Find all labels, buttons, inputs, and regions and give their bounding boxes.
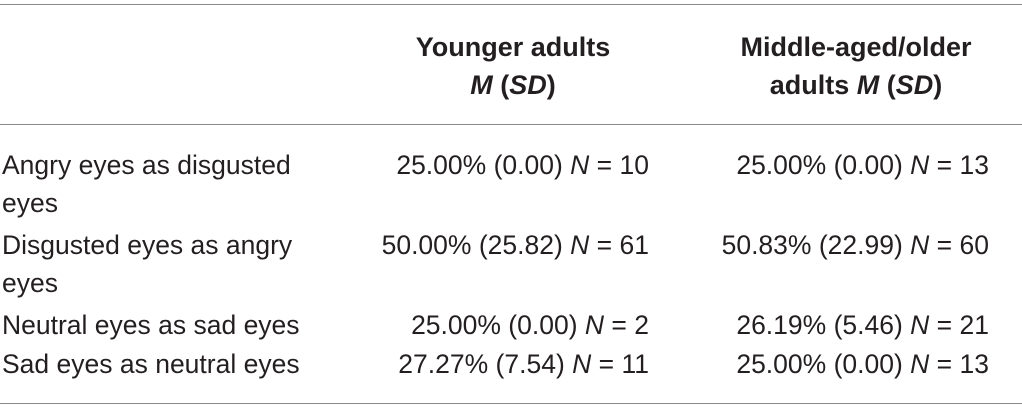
- n-symbol: N: [570, 230, 590, 260]
- n-symbol: N: [910, 310, 930, 340]
- n-symbol: N: [570, 150, 590, 180]
- n-symbol: N: [910, 349, 930, 379]
- close-paren: ): [546, 70, 556, 100]
- n-symbol: N: [910, 150, 930, 180]
- value-text: 25.00% (0.00): [396, 150, 571, 180]
- n-symbol: N: [910, 230, 930, 260]
- n-value: = 61: [589, 230, 649, 260]
- n-value: = 10: [589, 150, 649, 180]
- younger-adults-cell: 27.27% (7.54) N = 11: [398, 345, 649, 383]
- n-symbol: N: [572, 349, 592, 379]
- older-adults-cell: 26.19% (5.46) N = 21: [736, 306, 989, 344]
- row-label: Disgusted eyes as angry eyes: [2, 230, 293, 298]
- mean-symbol: M: [856, 70, 880, 100]
- n-value: = 21: [929, 310, 989, 340]
- value-text: 50.83% (22.99): [721, 230, 911, 260]
- younger-adults-cell: 25.00% (0.00) N = 10: [396, 146, 649, 184]
- value-text: 26.19% (5.46): [736, 310, 911, 340]
- value-text: 27.27% (7.54): [398, 349, 573, 379]
- header-divider-rule: [0, 124, 1022, 125]
- value-text: 50.00% (25.82): [381, 230, 571, 260]
- value-text: 25.00% (0.00): [736, 349, 911, 379]
- older-adults-cell: 25.00% (0.00) N = 13: [736, 146, 989, 184]
- n-symbol: N: [584, 310, 605, 340]
- older-adults-cell: 50.83% (22.99) N = 60: [722, 226, 989, 264]
- column-header-line1: Middle-aged/older: [740, 32, 972, 62]
- n-value: = 2: [604, 310, 649, 340]
- value-text: 25.00% (0.00): [736, 150, 911, 180]
- sd-symbol: SD: [509, 70, 547, 100]
- younger-adults-cell: 25.00% (0.00) N = 2: [411, 306, 649, 344]
- row-label: Sad eyes as neutral eyes: [2, 349, 300, 379]
- open-paren: (: [492, 70, 510, 100]
- column-header-prefix: adults: [769, 70, 857, 100]
- n-value: = 11: [591, 349, 649, 379]
- column-header-line1: Younger adults: [415, 32, 611, 62]
- n-value: = 13: [929, 150, 989, 180]
- table-top-rule: [0, 4, 1022, 5]
- n-value: = 60: [929, 230, 989, 260]
- column-header-line2: adults M (SD): [690, 66, 1022, 104]
- column-header-older-adults: Middle-aged/older adults M (SD): [690, 28, 1022, 104]
- column-header-younger-adults: Younger adults M (SD): [352, 28, 674, 104]
- sd-symbol: SD: [895, 70, 934, 100]
- mean-symbol: M: [470, 70, 493, 100]
- younger-adults-cell: 50.00% (25.82) N = 61: [382, 226, 649, 264]
- close-paren: ): [933, 70, 943, 100]
- column-header-line2: M (SD): [352, 66, 674, 104]
- open-paren: (: [879, 70, 896, 100]
- value-text: 25.00% (0.00): [411, 310, 585, 340]
- row-label: Neutral eyes as sad eyes: [2, 310, 300, 340]
- n-value: = 13: [929, 349, 989, 379]
- row-label: Angry eyes as disgusted eyes: [2, 150, 291, 218]
- older-adults-cell: 25.00% (0.00) N = 13: [736, 345, 989, 383]
- table-bottom-rule: [0, 403, 1022, 404]
